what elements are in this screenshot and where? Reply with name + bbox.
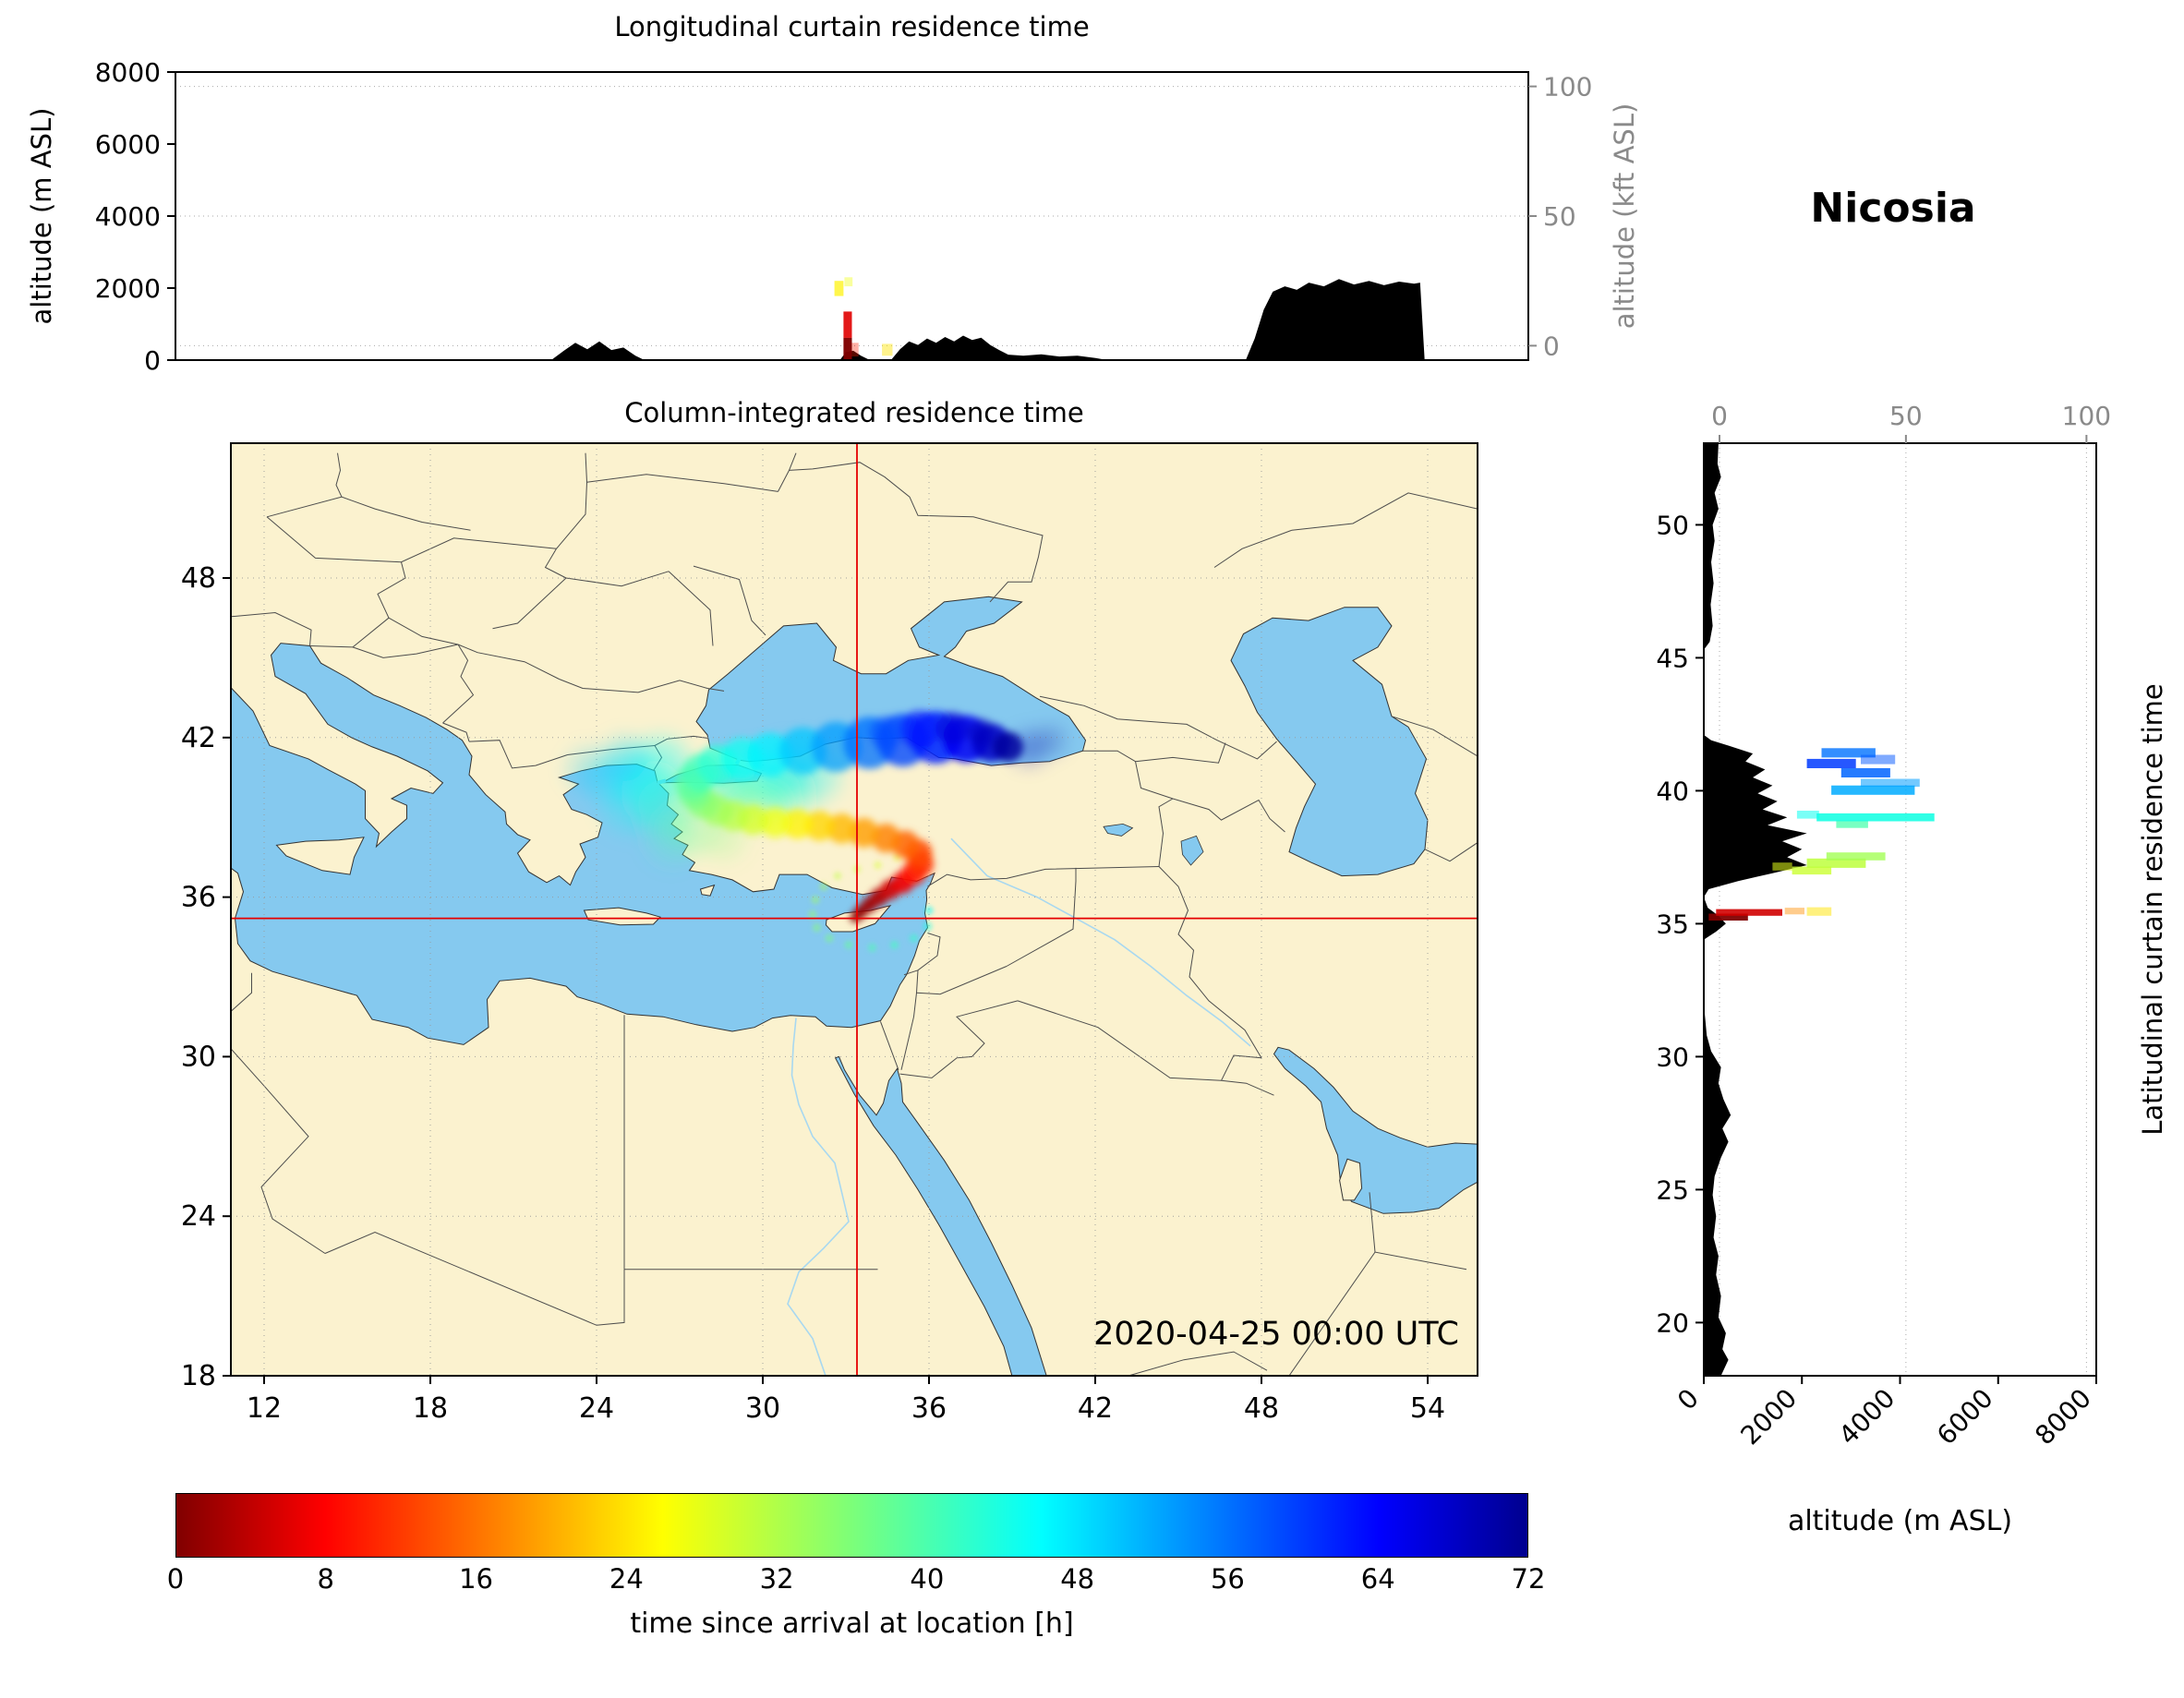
- lake-lake_urmia: [1180, 835, 1204, 866]
- svg-text:100: 100: [2062, 401, 2111, 431]
- latitudinal-ylabel-right: Latitudinal curtain residence time: [2137, 683, 2168, 1136]
- svg-text:50: 50: [1889, 401, 1923, 431]
- svg-text:4000: 4000: [95, 201, 161, 232]
- svg-text:0: 0: [1543, 331, 1560, 361]
- colorbar-tick: 48: [1060, 1563, 1095, 1595]
- station-title: Nicosia: [1810, 185, 1976, 232]
- map-title: Column-integrated residence time: [624, 397, 1084, 428]
- colorbar-gradient: [175, 1493, 1528, 1558]
- svg-text:18: 18: [413, 1392, 448, 1425]
- island-rhodes: [699, 884, 716, 897]
- island-qatar: [1339, 1158, 1363, 1201]
- svg-text:35: 35: [1656, 909, 1689, 939]
- svg-text:0: 0: [1711, 401, 1728, 431]
- long-axis-ticks: 0 2000 4000 6000 8000 0 50 100: [95, 57, 1593, 376]
- svg-text:30: 30: [1656, 1042, 1689, 1072]
- terrain-latitudinal: [1704, 443, 1807, 1376]
- colorbar-tick: 40: [910, 1563, 945, 1595]
- svg-text:8000: 8000: [95, 57, 161, 88]
- colorbar-tick: 16: [459, 1563, 493, 1595]
- map-axis-ticks: 12 18 24 30 36 42 48 54 18 24 30 36 42 48: [181, 562, 1445, 1425]
- svg-text:6000: 6000: [95, 129, 161, 160]
- longitudinal-ylabel-right: altitude (kft ASL): [1609, 102, 1640, 330]
- svg-text:42: 42: [181, 722, 216, 754]
- colorbar-tick: 56: [1210, 1563, 1245, 1595]
- island-sicily: [275, 837, 365, 875]
- svg-text:48: 48: [1244, 1392, 1279, 1425]
- sea-persian_gulf: [1273, 1046, 1478, 1214]
- svg-text:50: 50: [1656, 510, 1689, 540]
- svg-text:2000: 2000: [1734, 1383, 1803, 1451]
- svg-text:30: 30: [181, 1041, 216, 1073]
- svg-text:50: 50: [1543, 201, 1576, 232]
- river-euphrates: [950, 837, 1251, 1047]
- river-nile: [787, 1018, 850, 1376]
- colorbar-label: time since arrival at location [h]: [630, 1608, 1074, 1640]
- svg-text:2000: 2000: [95, 273, 161, 304]
- longitudinal-ylabel: altitude (m ASL): [26, 107, 57, 325]
- longitudinal-panel: 0 2000 4000 6000 8000 0 50 100: [95, 57, 1593, 376]
- longitudinal-panel-title: Longitudinal curtain residence time: [614, 11, 1090, 42]
- country-borders: [231, 452, 1478, 1376]
- colorbar-ticks: 0 8 16 24 32 40 48 56 64 72: [167, 1558, 1546, 1596]
- colorbar-tick: 32: [759, 1563, 794, 1595]
- svg-text:0: 0: [1671, 1383, 1705, 1416]
- svg-text:0: 0: [144, 345, 161, 376]
- colorbar-tick: 8: [317, 1563, 334, 1595]
- svg-text:4000: 4000: [1833, 1383, 1901, 1451]
- terrain-longitudinal: [175, 279, 1528, 360]
- receptor-crosshair: [231, 443, 1478, 1376]
- svg-text:40: 40: [1656, 776, 1689, 806]
- island-crete: [583, 907, 661, 926]
- colorbar: 0 8 16 24 32 40 48 56 64 72 time since arrival at…: [167, 1493, 1546, 1640]
- colorbar-tick: 72: [1511, 1563, 1546, 1595]
- plume-spiral: [808, 852, 934, 953]
- svg-text:45: 45: [1656, 643, 1689, 673]
- svg-text:6000: 6000: [1931, 1383, 1999, 1451]
- lakes: [1103, 823, 1204, 866]
- svg-text:8000: 8000: [2029, 1383, 2097, 1451]
- svg-text:24: 24: [579, 1392, 614, 1425]
- lake-lake_van: [1103, 823, 1134, 837]
- svg-text:36: 36: [181, 882, 216, 914]
- svg-text:48: 48: [181, 562, 216, 595]
- latitudinal-panel: 20 25 30 35 40 45 50 0 2000 4000 6000 8000 0 50 100: [1656, 401, 2111, 1451]
- svg-text:12: 12: [247, 1392, 282, 1425]
- latitudinal-xlabel: altitude (m ASL): [1787, 1505, 2013, 1537]
- svg-text:24: 24: [181, 1200, 216, 1233]
- colorbar-tick: 0: [166, 1563, 185, 1595]
- svg-text:36: 36: [911, 1392, 947, 1425]
- svg-text:18: 18: [181, 1360, 216, 1392]
- svg-text:42: 42: [1078, 1392, 1113, 1425]
- svg-text:20: 20: [1656, 1307, 1689, 1338]
- rivers: [787, 837, 1251, 1376]
- svg-text:25: 25: [1656, 1174, 1689, 1205]
- svg-text:30: 30: [745, 1392, 780, 1425]
- map-panel: 12 18 24 30 36 42 48 54 18 24 30 36 42 48: [181, 442, 1478, 1425]
- svg-text:54: 54: [1410, 1392, 1445, 1425]
- colorbar-tick: 24: [609, 1563, 644, 1595]
- map-timestamp: 2020-04-25 00:00 UTC: [1093, 1316, 1459, 1353]
- colorbar-tick: 64: [1360, 1563, 1395, 1595]
- svg-text:100: 100: [1543, 72, 1592, 102]
